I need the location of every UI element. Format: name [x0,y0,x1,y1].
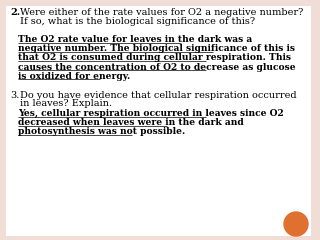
Text: photosynthesis was not possible.: photosynthesis was not possible. [18,127,185,136]
Text: The O2 rate value for leaves in the dark was a: The O2 rate value for leaves in the dark… [18,35,252,44]
Circle shape [284,212,308,236]
Text: is oxidized for energy.: is oxidized for energy. [18,72,130,81]
Text: Were either of the rate values for O2 a negative number?: Were either of the rate values for O2 a … [20,8,303,17]
Text: causes the concentration of O2 to decrease as glucose: causes the concentration of O2 to decrea… [18,63,296,72]
Text: in leaves? Explain.: in leaves? Explain. [20,100,112,108]
Text: negative number. The biological significance of this is: negative number. The biological signific… [18,44,295,53]
Text: Yes, cellular respiration occurred in leaves since O2: Yes, cellular respiration occurred in le… [18,109,284,118]
Text: 2.: 2. [10,8,20,17]
Text: decreased when leaves were in the dark and: decreased when leaves were in the dark a… [18,118,244,127]
Text: that O2 is consumed during cellular respiration. This: that O2 is consumed during cellular resp… [18,54,291,62]
Text: Do you have evidence that cellular respiration occurred: Do you have evidence that cellular respi… [20,91,297,100]
Text: 3.: 3. [10,91,20,100]
Text: If so, what is the biological significance of this?: If so, what is the biological significan… [20,17,255,26]
